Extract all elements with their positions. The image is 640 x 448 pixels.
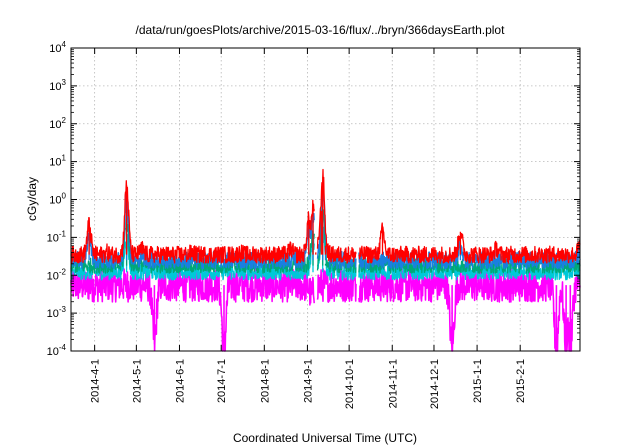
y-tick-label: 10-4 xyxy=(47,343,67,358)
y-tick-label: 102 xyxy=(49,116,66,131)
y-tick-label: 10-1 xyxy=(47,229,67,244)
y-tick-label: 101 xyxy=(49,154,66,169)
x-tick-label: 2014-9-1 xyxy=(302,359,314,403)
x-tick-label: 2014-8-1 xyxy=(259,359,271,403)
x-tick-label: 2014-11-1 xyxy=(387,359,399,408)
axes: 10-4 10-3 10-2 10-1 100 101 102 103 104 2014-4-1 2… xyxy=(47,40,580,409)
y-tick-label: 103 xyxy=(49,78,66,93)
x-tick-label: 2015-1-1 xyxy=(472,359,484,403)
y-axis-label: cGy/day xyxy=(25,177,39,221)
y-tick-label: 104 xyxy=(49,40,66,55)
x-axis-label: Coordinated Universal Time (UTC) xyxy=(233,431,417,445)
y-tick-label: 100 xyxy=(49,192,66,207)
x-tick-label: 2015-2-1 xyxy=(515,359,527,403)
series-line-0 xyxy=(70,168,581,264)
y-tick-label: 10-3 xyxy=(47,305,67,320)
x-tick-label: 2014-4-1 xyxy=(90,359,102,403)
x-tick-label: 2014-5-1 xyxy=(131,359,143,403)
y-tick-label: 10-2 xyxy=(47,267,67,282)
x-tick-label: 2014-10-1 xyxy=(344,359,356,409)
series-layer xyxy=(70,168,581,352)
x-tick-label: 2014-12-1 xyxy=(429,359,441,409)
x-tick-label: 2014-7-1 xyxy=(216,359,228,403)
chart-title: /data/run/goesPlots/archive/2015-03-16/f… xyxy=(136,23,506,37)
x-tick-label: 2014-6-1 xyxy=(174,359,186,403)
